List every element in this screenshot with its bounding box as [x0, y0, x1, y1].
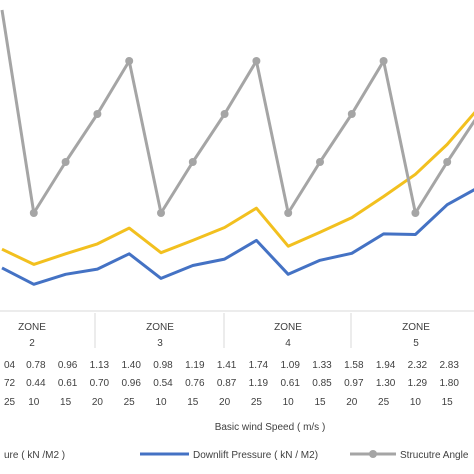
plot-area	[0, 9, 474, 286]
table-cell: 1.19	[185, 360, 205, 371]
table-cell: 1.80	[439, 378, 459, 389]
zone-number: 3	[157, 338, 163, 349]
zone-label: ZONE	[402, 322, 430, 333]
series-point-2	[316, 158, 324, 166]
series-point-2	[157, 209, 165, 217]
data-table: 04 0.78 0.96 1.13 1.40 0.98 1.19 1.41 1.74 1.09 1.…	[4, 360, 474, 408]
series-point-2	[29, 209, 38, 217]
table-cell: 0.85	[312, 378, 332, 389]
zone-number: 5	[413, 338, 419, 349]
series-point-2	[93, 110, 102, 118]
wind-speed-tick: 15	[314, 397, 326, 408]
table-cell: 1.29	[408, 378, 428, 389]
series-line-0	[1, 111, 474, 266]
table-cell: 0.54	[153, 378, 173, 389]
series-point-2	[61, 158, 70, 166]
table-cell: 0.76	[185, 378, 205, 389]
series-line-2	[0, 9, 474, 215]
table-cell: 2.83	[439, 360, 459, 371]
wind-speed-tick: 25	[124, 397, 136, 408]
series-point-2	[411, 209, 420, 217]
zone-labels: ZONE 2 ZONE 3 ZONE 4 ZONE 5	[18, 313, 430, 349]
table-cell: 72	[4, 378, 16, 389]
series-point-2	[220, 110, 229, 118]
table-cell: 0.87	[217, 378, 237, 389]
wind-speed-tick: 15	[442, 397, 454, 408]
series-point-2	[443, 158, 452, 166]
table-cell: 1.13	[90, 360, 110, 371]
series-line-1	[1, 188, 474, 286]
table-cell: 1.58	[344, 360, 364, 371]
legend: ure ( kN /M2 ) Downlift Pressure ( kN / M…	[4, 450, 469, 461]
table-cell: 2.32	[408, 360, 428, 371]
zone-label: ZONE	[18, 322, 46, 333]
wind-speed-tick: 20	[92, 397, 104, 408]
zone-number: 4	[285, 338, 291, 349]
series-point-2	[379, 57, 388, 65]
series-point-2	[188, 158, 197, 166]
table-cell: 1.74	[249, 360, 269, 371]
series-point-2	[125, 57, 134, 65]
table-cell: 1.19	[249, 378, 269, 389]
table-cell: 0.70	[90, 378, 110, 389]
zone-number: 2	[29, 338, 35, 349]
table-cell: 0.61	[280, 378, 300, 389]
table-cell: 0.44	[26, 378, 46, 389]
series-point-2	[347, 110, 356, 118]
legend-marker-2	[369, 450, 377, 458]
series-point-2	[284, 209, 293, 217]
table-cell: 0.61	[58, 378, 78, 389]
wind-speed-tick: 10	[28, 397, 40, 408]
wind-speed-tick: 25	[378, 397, 390, 408]
table-cell: 04	[4, 360, 16, 371]
wind-speed-tick: 20	[346, 397, 358, 408]
wind-speed-tick: 25	[4, 397, 16, 408]
zone-label: ZONE	[274, 322, 302, 333]
zone-label: ZONE	[146, 322, 174, 333]
table-cell: 0.96	[121, 378, 141, 389]
series-point-2	[252, 57, 261, 65]
legend-label-1: Downlift Pressure ( kN / M2)	[193, 450, 318, 461]
wind-speed-tick: 15	[187, 397, 199, 408]
table-cell: 1.41	[217, 360, 237, 371]
wind-speed-tick: 10	[283, 397, 295, 408]
table-cell: 0.98	[153, 360, 173, 371]
wind-speed-tick: 20	[219, 397, 231, 408]
table-cell: 1.33	[312, 360, 332, 371]
table-cell: 0.96	[58, 360, 78, 371]
table-cell: 1.40	[121, 360, 141, 371]
table-cell: 1.94	[376, 360, 396, 371]
wind-speed-tick: 15	[60, 397, 72, 408]
wind-speed-tick: 10	[155, 397, 167, 408]
table-cell: 1.09	[280, 360, 300, 371]
table-cell: 1.30	[376, 378, 396, 389]
wind-speed-tick: 10	[410, 397, 422, 408]
x-axis-title: Basic wind Speed ( m/s )	[215, 422, 326, 433]
wind-speed-tick: 25	[251, 397, 263, 408]
legend-label-2: Strucutre Angle	[400, 450, 469, 461]
table-cell: 0.78	[26, 360, 46, 371]
table-cell: 0.97	[344, 378, 364, 389]
legend-label-0: ure ( kN /M2 )	[4, 450, 65, 461]
